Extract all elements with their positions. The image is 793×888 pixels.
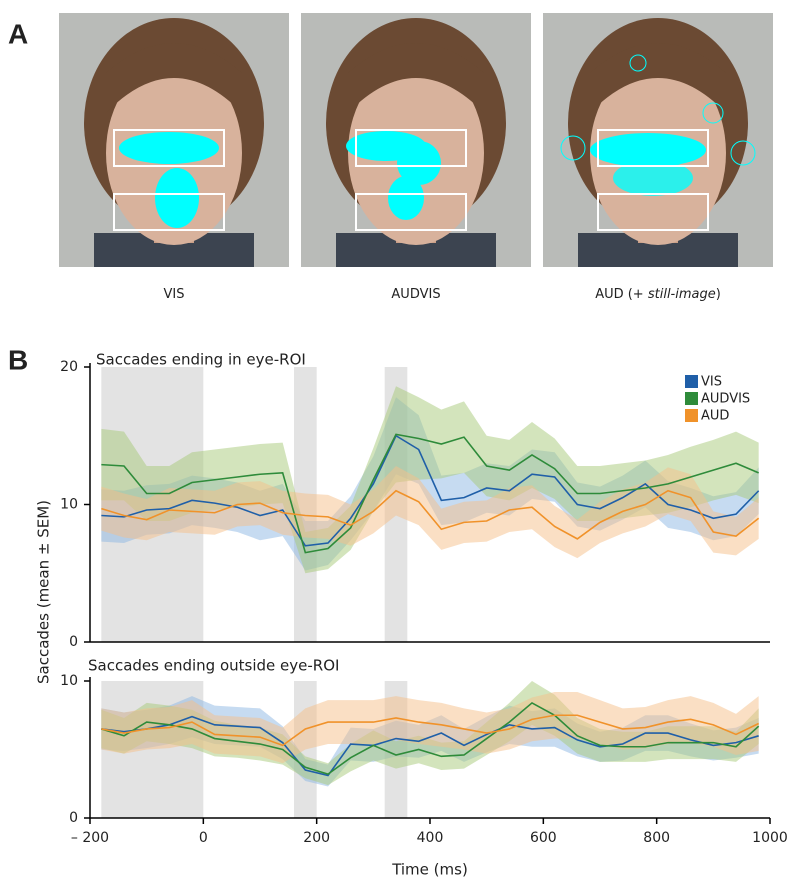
x-tick-label: 1000 (752, 830, 788, 846)
x-tick-label: 400 (417, 830, 444, 846)
panel-label: A (8, 18, 28, 49)
legend-label: AUDVIS (701, 392, 750, 407)
legend-swatch (685, 375, 698, 388)
y-tick-label: 0 (69, 810, 78, 826)
x-tick-label: 200 (303, 830, 330, 846)
figure: A B VIS (0, 0, 793, 888)
legend-label: AUD (701, 409, 729, 424)
y-tick-label: 10 (60, 497, 78, 513)
x-tick-label: – 200 (71, 830, 109, 846)
caption-text: ) (716, 287, 721, 302)
image-vis (59, 13, 289, 267)
caption-text: still-image (648, 287, 716, 302)
caption: AUDVIS (391, 287, 440, 302)
y-axis-label: Saccades (mean ± SEM) (35, 500, 53, 684)
chart-title: Saccades ending outside eye-ROI (88, 657, 339, 675)
legend-swatch (685, 392, 698, 405)
legend-swatch (685, 409, 698, 422)
y-tick-label: 20 (60, 359, 78, 375)
image-audvis (301, 13, 531, 267)
x-tick-label: 0 (199, 830, 208, 846)
caption: VIS (164, 287, 185, 302)
x-tick-label: 600 (530, 830, 557, 846)
legend-label: VIS (701, 375, 722, 390)
caption: AUD (+ still-image) (595, 287, 721, 302)
x-axis-label: Time (ms) (391, 861, 468, 879)
caption-text: AUD (+ (595, 287, 648, 302)
y-tick-label: 10 (60, 673, 78, 689)
image-aud (543, 13, 773, 267)
caption-text: AUDVIS (391, 287, 440, 302)
caption-text: VIS (164, 287, 185, 302)
chart-title: Saccades ending in eye-ROI (96, 351, 306, 369)
x-tick-label: 800 (643, 830, 670, 846)
panel-label: B (8, 344, 28, 375)
y-tick-label: 0 (69, 634, 78, 650)
